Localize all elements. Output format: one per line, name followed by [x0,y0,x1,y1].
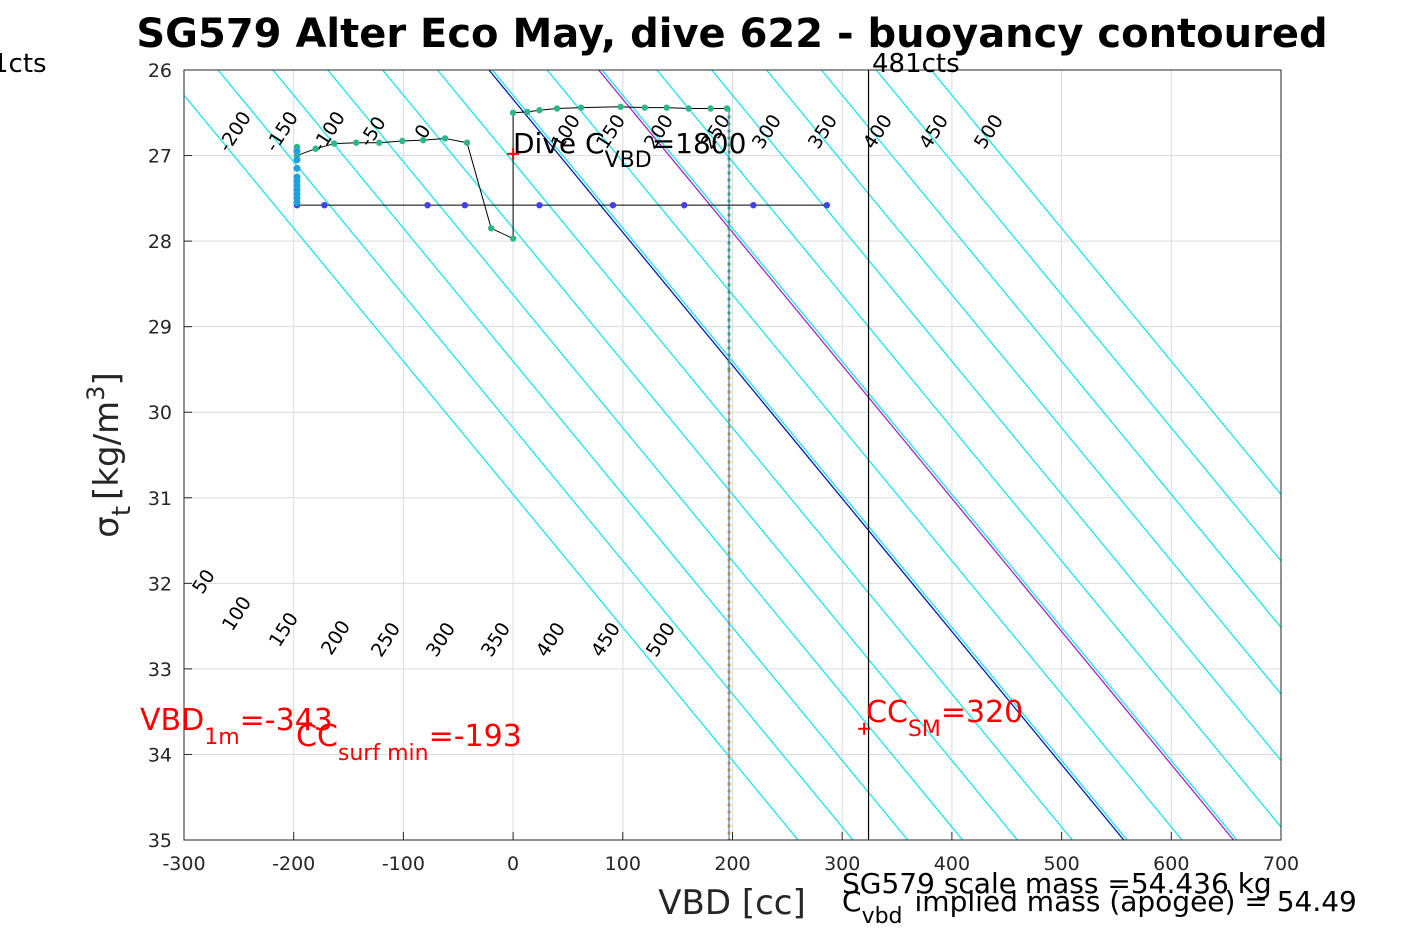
x-tick-label: 100 [605,853,641,875]
pump-sample-point [681,201,688,209]
buoyancy-contour-line [184,94,799,840]
dive-cluster-point [293,147,301,155]
dive-ascent-point [685,105,692,112]
buoyancy-contour-line [382,70,1018,840]
x-tick-label: -100 [382,853,425,875]
x-tick-label: 0 [507,853,519,875]
buoyancy-contour-line [491,70,1128,840]
y-tick-label: 31 [148,488,172,510]
x-tick-label: 400 [934,853,970,875]
pump-sample-point [750,201,757,209]
y-tick-label: 26 [148,60,172,82]
scale-mass-annotation: SG579 scale mass =54.436 kg [842,867,1272,900]
y-tick-label: 35 [148,830,172,852]
x-tick-label: 300 [824,853,860,875]
pump-sample-point [609,201,617,209]
buoyancy-contour-line [217,70,854,840]
dive-ascent-point [707,105,714,112]
y-tick-label: 33 [148,659,172,681]
y-axis-label-superscript: 3 [82,386,110,401]
buoyancy-contour-line [875,70,1281,562]
pump-sample-point [461,201,469,209]
y-axis-label-units: [kg/m [87,401,127,500]
dive-ascent-point [577,104,585,111]
dive-ascent-point [376,139,383,146]
x-tick-label: 500 [1043,853,1079,875]
dive-ascent-point [617,103,624,110]
dive-ascent-point [509,235,517,242]
dive-ascent-point [723,105,731,112]
x-tick-label: -200 [272,853,315,875]
buoyancy-contour-line [546,70,1183,840]
buoyancy-contours [184,70,1281,840]
vbd-1m-line [488,70,1125,840]
dive-ascent-point [463,139,471,146]
buoyancy-contour-line [272,70,909,840]
pump-sample-point [823,201,831,209]
dive-ascent-point [553,105,561,112]
buoyancy-contour-line [327,70,964,840]
y-axis-label-close: ] [87,372,127,385]
x-tick-label: -300 [162,853,205,875]
y-tick-label: 30 [148,402,172,424]
y-tick-label: 28 [148,231,172,253]
x-axis-label: VBD [cc] [658,883,806,923]
y-tick-label: 32 [148,573,172,595]
dive-ascent-point [524,108,531,116]
dive-ascent-point [441,135,449,142]
buoyancy-contour-line [436,70,1073,840]
data-series [293,70,870,840]
buoyancy-contour-line [711,70,1281,762]
dive-ascent-point [663,104,670,111]
y-axis-label: σt [kg/m3] [82,372,137,537]
dive-ascent-point [641,104,648,111]
x-tick-label: 700 [1263,853,1299,875]
dive-ascent-point [419,136,427,144]
chart-title: SG579 Alter Eco May, dive 622 - buoyancy… [136,11,1327,57]
y-tick-label: 27 [148,146,172,168]
buoyancy-contour-line [930,70,1281,496]
y-axis-label-symbol: σ [87,516,127,538]
dive-ascent-point [399,137,406,145]
dive-ascent-point [536,107,543,114]
buoyancy-contour-line [766,70,1281,695]
dive-ascent-point [312,145,319,152]
cc-surf-min-annotation: CCsurf min=-193 [296,719,522,766]
y-axis-label-subscript: t [107,506,137,516]
buoyancy-contour-line [601,70,1238,840]
cc-sm-annotation: CCSM=320 [866,695,1023,742]
dive-c-vbd-annotation: Dive CVBD=1800 [513,127,746,173]
dive-cluster-point [293,156,301,164]
pump-sample-point [424,201,431,209]
axis-ticks: -300 -200 -100 0 100 200 300 400 500 600 700 26 27 28… [148,60,1299,875]
dive-ascent-point [331,140,338,147]
buoyancy-contour-line [820,70,1281,629]
pump-sample-point [536,201,543,209]
vbd-min-limit-label: 1cts [0,49,47,79]
y-tick-label: 29 [148,317,172,339]
dive-ascent-point [509,109,517,116]
vbd-pump-limit-label: 481cts [872,49,960,79]
dive-cluster-point [293,164,301,172]
dive-ascent-point [353,139,360,146]
vbd-1m-annotation: VBD1m=-343 [140,703,333,750]
implied-mass-annotation: Cvbd implied mass (apogee) = 54.49 [842,885,1357,929]
buoyancy-contour-line [656,70,1281,829]
cc-surf-min-line [598,70,1235,840]
y-tick-label: 34 [148,744,172,766]
x-tick-label: 200 [714,853,750,875]
dive-cluster-point [293,199,301,207]
dive-ascent-point [487,225,495,232]
pump-sample-point [321,201,328,209]
x-tick-label: 600 [1153,853,1189,875]
